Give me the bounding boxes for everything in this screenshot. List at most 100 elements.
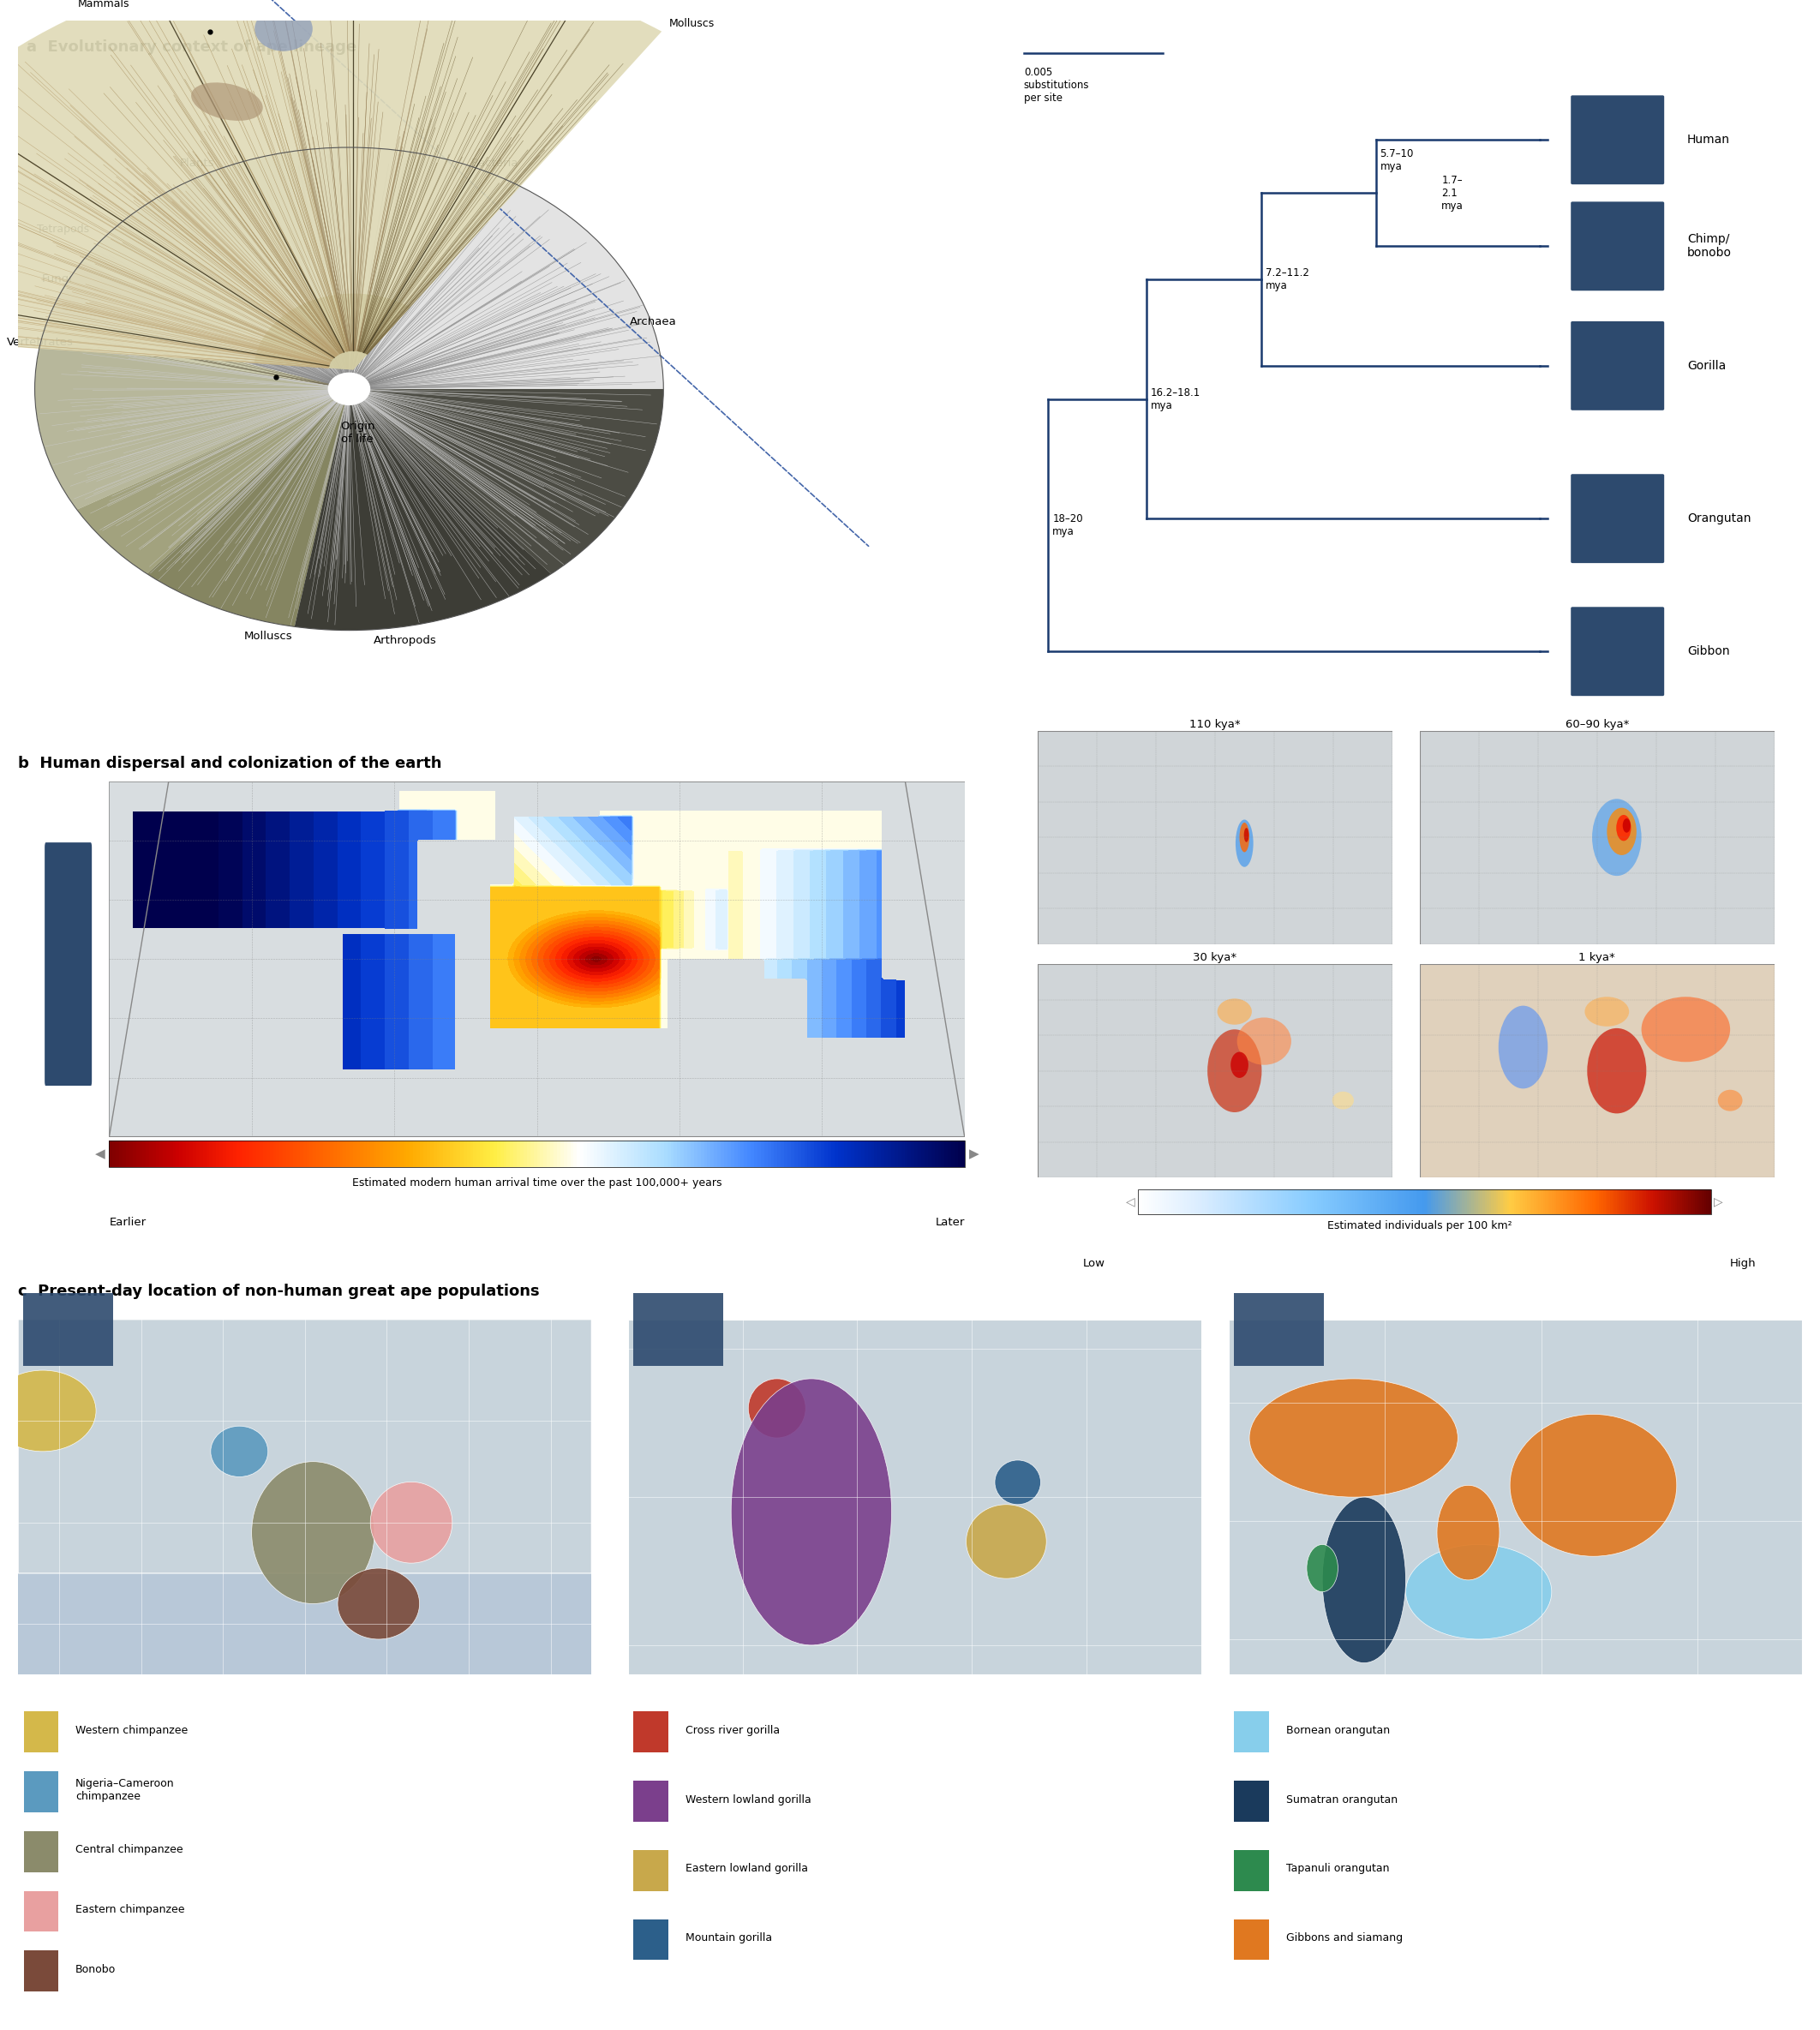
Wedge shape <box>51 262 349 390</box>
FancyBboxPatch shape <box>1571 95 1663 185</box>
Bar <box>633 1849 668 1890</box>
Text: ▷: ▷ <box>1714 1196 1724 1208</box>
FancyBboxPatch shape <box>1571 475 1663 562</box>
Bar <box>1234 1918 1269 1961</box>
Title: 60–90 kya*: 60–90 kya* <box>1565 719 1629 731</box>
Wedge shape <box>82 148 349 390</box>
Ellipse shape <box>191 83 262 120</box>
Text: b  Human dispersal and colonization of the earth: b Human dispersal and colonization of th… <box>18 755 442 771</box>
Ellipse shape <box>1238 1017 1290 1066</box>
Ellipse shape <box>1585 997 1629 1027</box>
Text: Cross river gorilla: Cross river gorilla <box>684 1725 779 1736</box>
Text: 1.7–
2.1
mya: 1.7– 2.1 mya <box>1441 175 1463 211</box>
Text: Tapanuli orangutan: Tapanuli orangutan <box>1285 1864 1389 1874</box>
Ellipse shape <box>1718 1090 1742 1110</box>
Title: 110 kya*: 110 kya* <box>1188 719 1241 731</box>
Ellipse shape <box>1249 1378 1458 1498</box>
Text: Gorilla: Gorilla <box>1687 359 1725 371</box>
Text: ◁: ◁ <box>1125 1196 1134 1208</box>
Wedge shape <box>255 294 409 369</box>
Circle shape <box>328 374 369 404</box>
Wedge shape <box>349 390 664 574</box>
Ellipse shape <box>1207 1029 1261 1112</box>
Bar <box>24 1831 58 1872</box>
Text: Tetrapods: Tetrapods <box>36 223 89 235</box>
Text: Fungi: Fungi <box>42 274 73 284</box>
Text: Human: Human <box>1687 134 1731 146</box>
Text: Central chimpanzee: Central chimpanzee <box>76 1845 184 1855</box>
Title: 1 kya*: 1 kya* <box>1578 952 1616 964</box>
Ellipse shape <box>1218 999 1252 1025</box>
Text: Plants: Plants <box>180 158 215 168</box>
Text: 7.2–11.2
mya: 7.2–11.2 mya <box>1265 268 1309 292</box>
Bar <box>24 1951 58 1991</box>
Bar <box>633 1711 668 1752</box>
Text: a  Evolutionary context of ape lineage: a Evolutionary context of ape lineage <box>27 39 357 55</box>
Text: Bacteria: Bacteria <box>471 158 519 168</box>
Text: Orangutan: Orangutan <box>1687 512 1751 524</box>
Text: Mammals: Mammals <box>78 0 129 10</box>
Text: ◀: ◀ <box>95 1147 106 1161</box>
Ellipse shape <box>1607 808 1636 855</box>
Ellipse shape <box>966 1504 1046 1579</box>
Ellipse shape <box>1498 1005 1547 1088</box>
Text: c  Present-day location of non-human great ape populations: c Present-day location of non-human grea… <box>18 1283 541 1299</box>
Text: Origin
of life: Origin of life <box>340 420 375 445</box>
Ellipse shape <box>211 1425 268 1478</box>
Ellipse shape <box>1405 1545 1552 1640</box>
Text: High: High <box>1729 1259 1756 1269</box>
Text: Western chimpanzee: Western chimpanzee <box>76 1725 187 1736</box>
Ellipse shape <box>732 1378 892 1644</box>
Wedge shape <box>42 315 349 390</box>
Text: Molluscs: Molluscs <box>668 18 715 28</box>
Text: Nigeria–Cameroon
chimpanzee: Nigeria–Cameroon chimpanzee <box>76 1778 175 1803</box>
Ellipse shape <box>255 6 313 51</box>
Text: Vertebrates: Vertebrates <box>7 337 73 347</box>
Text: 18–20
mya: 18–20 mya <box>1052 514 1083 538</box>
Ellipse shape <box>1623 818 1631 832</box>
Ellipse shape <box>1230 1052 1249 1078</box>
Text: Molluscs: Molluscs <box>244 631 293 641</box>
Text: Bornean orangutan: Bornean orangutan <box>1285 1725 1390 1736</box>
Bar <box>24 1772 58 1813</box>
Text: Eastern chimpanzee: Eastern chimpanzee <box>76 1904 186 1914</box>
Text: Chimp/
bonobo: Chimp/ bonobo <box>1687 233 1731 260</box>
Bar <box>24 1711 58 1752</box>
FancyBboxPatch shape <box>18 1320 592 1573</box>
Ellipse shape <box>1642 997 1731 1062</box>
Text: Sumatran orangutan: Sumatran orangutan <box>1285 1795 1398 1805</box>
Text: Estimated individuals per 100 km²: Estimated individuals per 100 km² <box>1327 1220 1512 1230</box>
Text: Western lowland gorilla: Western lowland gorilla <box>684 1795 812 1805</box>
FancyBboxPatch shape <box>1571 201 1663 290</box>
Ellipse shape <box>1239 822 1249 853</box>
Text: 0.005
substitutions
per site: 0.005 substitutions per site <box>1023 67 1090 104</box>
Ellipse shape <box>1592 800 1642 875</box>
Text: Low: Low <box>1083 1259 1105 1269</box>
Ellipse shape <box>748 1378 806 1437</box>
Text: Mountain gorilla: Mountain gorilla <box>684 1933 772 1943</box>
Bar <box>633 1918 668 1961</box>
Ellipse shape <box>1236 820 1254 867</box>
Ellipse shape <box>1616 814 1631 840</box>
Bar <box>1234 1849 1269 1890</box>
Wedge shape <box>0 0 662 369</box>
Wedge shape <box>35 339 349 510</box>
FancyBboxPatch shape <box>1571 321 1663 410</box>
Ellipse shape <box>251 1462 375 1604</box>
Text: Archaea: Archaea <box>630 317 677 327</box>
Ellipse shape <box>1438 1486 1500 1579</box>
FancyBboxPatch shape <box>46 842 91 1086</box>
Text: Eastern lowland gorilla: Eastern lowland gorilla <box>684 1864 808 1874</box>
Wedge shape <box>76 390 349 574</box>
Ellipse shape <box>371 1482 451 1563</box>
Text: Estimated modern human arrival time over the past 100,000+ years: Estimated modern human arrival time over… <box>351 1177 723 1188</box>
Bar <box>633 1780 668 1821</box>
Text: Earlier: Earlier <box>109 1218 146 1228</box>
Ellipse shape <box>1243 828 1249 842</box>
Bar <box>24 1890 58 1933</box>
Title: 30 kya*: 30 kya* <box>1192 952 1238 964</box>
Wedge shape <box>295 390 551 631</box>
Ellipse shape <box>996 1460 1041 1504</box>
Ellipse shape <box>1323 1498 1405 1663</box>
FancyBboxPatch shape <box>1571 607 1663 696</box>
